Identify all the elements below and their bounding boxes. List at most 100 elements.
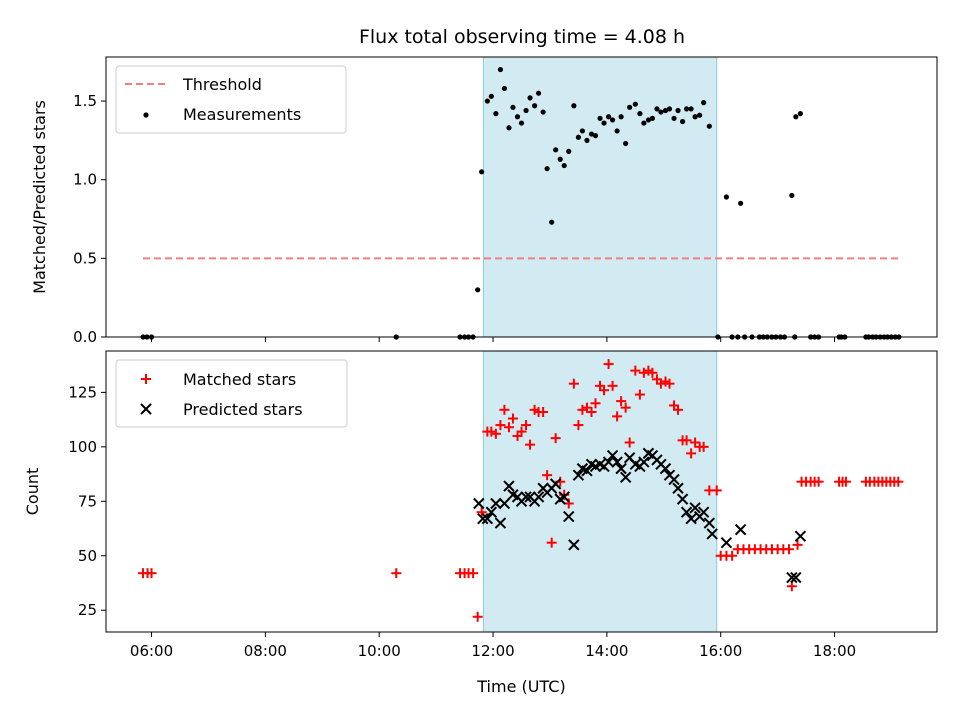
measurement-point-41 [618, 114, 624, 120]
top-ytick-label-3: 1.5 [73, 92, 97, 110]
measurement-point-35 [592, 133, 599, 139]
predicted-point-54 [706, 528, 718, 540]
measurement-point-17 [514, 114, 521, 120]
predicted-point-45 [668, 473, 680, 486]
top-panel: 0.0 0.5 1.0 1.5 Matched/Predicted stars Thr… [30, 56, 938, 346]
matched-point-39 [607, 380, 618, 391]
measurement-point-42 [623, 140, 629, 147]
predicted-legend-label: Predicted stars [183, 400, 303, 419]
predicted-point-46 [672, 482, 684, 494]
bottom-ytick-label-1: 50 [78, 547, 97, 565]
matched-point-50 [655, 378, 666, 389]
matched-point-57 [686, 448, 697, 459]
predicted-point-2 [481, 513, 494, 525]
predicted-point-36-b [629, 458, 642, 470]
predicted-point-0 [473, 497, 485, 510]
predicted-point-43 [659, 462, 672, 475]
matched-point-35 [590, 398, 601, 409]
measurement-point-55 [679, 118, 686, 125]
predicted-point-4-b [490, 497, 502, 510]
predicted-point-46-b [672, 482, 684, 494]
measurement-point-8 [475, 287, 481, 293]
matched-point-46 [638, 367, 649, 378]
bottom-xtick-label-5: 16:00 [699, 642, 742, 660]
predicted-point-6-b [498, 497, 511, 510]
measurement-point-57 [688, 106, 694, 112]
matched-point-9 [476, 507, 487, 518]
measurement-point-59 [697, 112, 703, 118]
matched-point-18 [516, 426, 527, 437]
predicted-point-25-b [581, 465, 593, 477]
predicted-point-20-b [558, 491, 570, 503]
matched-point-26 [550, 433, 561, 444]
predicted-point-52 [697, 506, 710, 518]
measurement-point-24 [544, 166, 550, 172]
measurement-point-46 [641, 120, 647, 126]
measurement-point-60 [701, 100, 707, 106]
predicted-point-7 [503, 480, 515, 492]
predicted-point-49-b [685, 513, 697, 525]
predicted-point-14-b [532, 491, 545, 503]
observing-window-shade-bottom [482, 350, 718, 633]
predicted-point-23-b [572, 469, 585, 481]
measurement-point-53 [671, 115, 677, 121]
matched-point-37 [599, 385, 610, 396]
measurement-point-45 [637, 111, 643, 117]
matched-point-48 [647, 367, 658, 378]
bottom-legend: Matched stars Predicted stars [115, 359, 348, 428]
measurements-legend-label: Measurements [183, 105, 301, 124]
matched-point-52 [664, 378, 675, 389]
threshold-legend-label: Threshold [182, 75, 262, 94]
predicted-point-56-b [734, 523, 747, 536]
matched-point-13 [495, 420, 506, 431]
measurement-point-78 [797, 111, 803, 117]
measurement-point-11 [488, 93, 494, 99]
measurement-point-21 [531, 103, 538, 109]
matched-point-11 [486, 426, 497, 437]
predicted-point-25 [581, 465, 593, 477]
bottom-ytick-label-4: 125 [68, 383, 97, 401]
matched-point-94 [893, 476, 904, 487]
predicted-point-33 [615, 462, 627, 475]
matched-point-16 [507, 413, 518, 424]
bottom-xtick-label-3: 12:00 [471, 642, 514, 660]
matched-point-58 [690, 437, 701, 448]
predicted-legend-swatch [140, 403, 152, 415]
predicted-point-56 [734, 523, 747, 536]
measurement-point-44 [632, 101, 638, 107]
predicted-point-38 [638, 456, 650, 468]
matched-point-45 [634, 389, 645, 400]
matched-legend-mark [141, 374, 151, 384]
matched-point-7 [468, 568, 479, 579]
measurement-point-27 [557, 156, 563, 162]
measurement-point-66 [738, 200, 744, 206]
bottom-plot-frame [105, 350, 938, 633]
predicted-point-3-b [485, 506, 498, 518]
predicted-point-48 [680, 506, 693, 518]
matched-point-42 [620, 402, 631, 413]
matched-point-12 [490, 428, 501, 439]
measurement-point-40 [614, 128, 620, 134]
predicted-point-59-b [794, 530, 807, 542]
matched-point-41 [616, 396, 627, 407]
predicted-point-1 [477, 513, 489, 525]
predicted-point-23 [572, 469, 585, 481]
predicted-point-47-b [676, 493, 689, 505]
predicted-point-22 [568, 539, 580, 551]
matched-point-44 [630, 365, 641, 376]
predicted-point-5-b [494, 517, 507, 529]
measurement-point-18 [518, 120, 525, 126]
matched-legend-label: Matched stars [183, 370, 296, 389]
measurement-point-25 [549, 219, 555, 225]
observing-window-shade-top [482, 56, 718, 338]
predicted-point-55-b [720, 536, 733, 549]
bottom-xtick-label-0: 06:00 [130, 642, 173, 660]
measurement-point-31 [575, 134, 582, 140]
predicted-point-28-b [594, 458, 606, 470]
predicted-point-31-b [606, 449, 619, 462]
predicted-point-26-b [585, 458, 598, 470]
predicted-point-52-b [697, 506, 710, 518]
predicted-point-4 [490, 497, 502, 510]
predicted-point-57-b [786, 571, 798, 584]
measurement-point-15 [506, 125, 512, 131]
